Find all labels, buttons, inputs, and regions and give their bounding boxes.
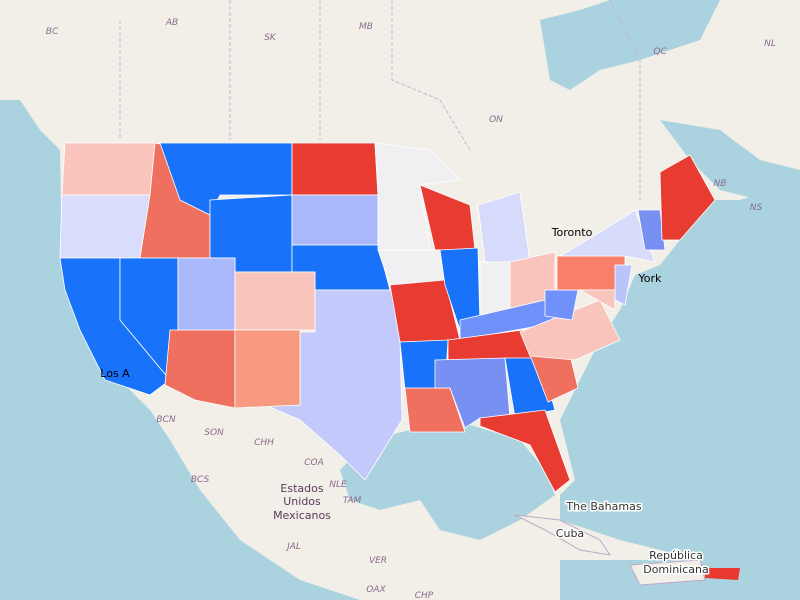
region-label: NB	[714, 179, 727, 189]
region-label: VER	[369, 556, 387, 566]
region-label: CHH	[254, 438, 274, 448]
state	[291, 142, 379, 196]
region-label: BCN	[156, 415, 175, 425]
puerto-rico	[705, 568, 740, 580]
pacific-ocean	[0, 100, 360, 600]
state	[614, 264, 633, 306]
region-label: NL	[764, 39, 776, 49]
state	[659, 154, 716, 241]
country-label: The Bahamas	[565, 500, 641, 513]
region-label: SK	[264, 33, 277, 43]
state	[479, 409, 571, 493]
region-label: CHP	[415, 591, 434, 600]
state	[164, 329, 236, 409]
region-label: COA	[304, 458, 324, 468]
region-label: NLE	[329, 480, 347, 490]
state	[59, 194, 151, 259]
region-label: NS	[750, 203, 763, 213]
region-label: AB	[165, 18, 178, 28]
state	[377, 249, 446, 286]
region-label: BC	[46, 27, 59, 37]
state	[434, 357, 511, 429]
region-label: TAM	[343, 496, 362, 506]
country-label: Mexicanos	[273, 509, 331, 522]
region-label: SON	[204, 428, 224, 438]
gulf-of-mexico	[340, 425, 555, 540]
city-label: York	[638, 272, 663, 285]
city-label: Toronto	[551, 226, 593, 239]
country-label: Unidos	[283, 495, 321, 508]
country-label: Cuba	[556, 527, 584, 540]
region-label: OAX	[366, 585, 386, 595]
state	[519, 299, 621, 361]
gulf-st-lawrence	[660, 120, 800, 200]
region-label: ON	[489, 115, 503, 125]
region-label: JAL	[285, 542, 301, 552]
city-label: Los A	[100, 367, 130, 380]
state	[637, 209, 666, 251]
country-label: República	[649, 549, 703, 562]
country-label: Estados	[280, 482, 323, 495]
hispaniola	[629, 559, 706, 586]
country-label: Dominicana	[643, 563, 709, 576]
state	[177, 257, 236, 331]
state	[234, 329, 301, 409]
province-borders	[119, 0, 641, 200]
region-label: MB	[359, 22, 373, 32]
state	[234, 271, 316, 331]
state	[544, 289, 579, 321]
state	[374, 142, 461, 251]
state	[61, 142, 156, 196]
region-label: BCS	[191, 475, 210, 485]
us-states	[59, 142, 716, 493]
hudson-bay	[540, 0, 720, 90]
cuba	[514, 514, 612, 556]
atlantic-ocean	[560, 180, 800, 560]
region-label: QC	[653, 47, 667, 57]
state	[291, 194, 379, 246]
